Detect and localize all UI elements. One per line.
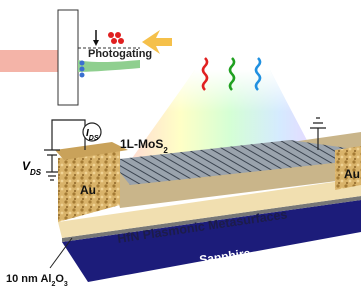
subscript: 3	[64, 281, 68, 288]
hole	[108, 32, 114, 38]
voltage-label: VDS	[22, 159, 42, 177]
electron	[80, 73, 85, 78]
hole	[118, 38, 124, 44]
hole	[115, 32, 121, 38]
subscript: 2	[163, 146, 168, 155]
oxide-pointer	[50, 238, 72, 268]
subscript: DS	[30, 168, 42, 177]
band-right	[78, 60, 140, 72]
electron	[80, 61, 85, 66]
text: 10 nm Al	[6, 273, 51, 285]
barrier	[58, 10, 78, 105]
inset-label: Photogating	[88, 48, 152, 60]
figure: Photogating IDS VDS 1L-MoS2 Au Au HfN Pl…	[0, 0, 361, 288]
au-right-label: Au	[344, 167, 360, 181]
oxide-label: 10 nm Al2O3	[6, 273, 68, 288]
arrow-head	[93, 40, 99, 46]
au-left-label: Au	[80, 183, 96, 197]
subscript: DS	[89, 135, 99, 142]
electron	[80, 67, 85, 72]
band-left	[0, 50, 58, 72]
hole	[111, 38, 117, 44]
text: 1L-MoS	[120, 137, 163, 151]
inset: Photogating	[0, 10, 172, 105]
